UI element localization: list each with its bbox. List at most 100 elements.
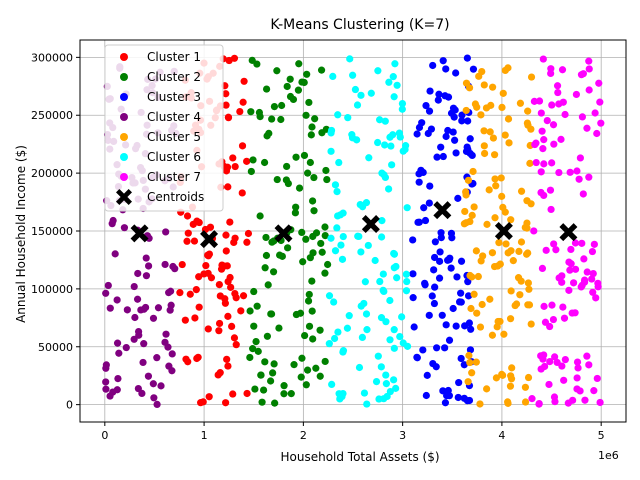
data-point — [250, 287, 258, 296]
data-point — [253, 60, 261, 68]
data-point — [222, 90, 230, 98]
data-point — [130, 282, 138, 291]
data-point — [498, 370, 506, 378]
data-point — [480, 81, 488, 89]
data-point — [565, 286, 573, 294]
data-point — [378, 169, 386, 177]
data-point — [566, 168, 574, 176]
data-point — [476, 323, 485, 331]
data-point — [145, 234, 153, 242]
data-point — [139, 358, 147, 367]
data-point — [149, 380, 157, 388]
data-point — [469, 65, 478, 73]
centroid-marker — [559, 223, 578, 242]
data-point — [302, 111, 310, 119]
data-point — [595, 79, 603, 87]
data-point — [572, 90, 581, 99]
data-point — [448, 234, 456, 242]
data-point — [362, 199, 371, 207]
data-point — [308, 197, 317, 205]
data-point — [262, 85, 271, 93]
data-point — [521, 398, 530, 406]
centroid-markers — [130, 201, 578, 249]
data-point — [390, 344, 398, 352]
data-point — [559, 98, 567, 106]
data-point — [321, 269, 329, 277]
data-point — [441, 399, 450, 407]
data-point — [398, 99, 407, 108]
data-point — [150, 394, 158, 402]
data-point — [465, 351, 473, 360]
data-point — [261, 358, 269, 366]
data-point — [181, 316, 189, 324]
data-point — [593, 374, 601, 383]
data-point — [571, 239, 580, 247]
data-point — [441, 344, 449, 352]
data-point — [574, 364, 582, 372]
data-point — [339, 348, 347, 356]
data-point — [275, 324, 283, 332]
data-point — [415, 218, 423, 226]
data-point — [357, 302, 365, 310]
data-point — [431, 238, 439, 246]
data-point — [457, 289, 465, 297]
legend-marker — [120, 73, 128, 81]
data-point — [553, 82, 562, 90]
x-tick-label: 5 — [598, 429, 605, 442]
data-point — [458, 117, 466, 125]
data-point — [532, 158, 540, 167]
data-point — [476, 400, 484, 408]
data-point — [162, 228, 170, 236]
data-point — [250, 322, 258, 330]
data-point — [538, 127, 546, 135]
data-point — [420, 204, 428, 212]
data-point — [473, 309, 481, 317]
data-point — [215, 319, 224, 328]
data-point — [425, 199, 433, 207]
data-point — [493, 323, 501, 331]
data-point — [391, 60, 399, 68]
data-point — [192, 286, 200, 294]
data-point — [390, 93, 398, 101]
data-point — [517, 238, 526, 246]
data-point — [590, 387, 598, 395]
data-point — [540, 160, 548, 168]
data-point — [539, 145, 547, 153]
data-point — [446, 254, 454, 262]
data-point — [216, 292, 224, 300]
data-point — [206, 223, 215, 231]
data-point — [585, 361, 593, 369]
data-point — [494, 262, 502, 270]
data-point — [495, 239, 503, 247]
data-point — [535, 400, 543, 408]
data-point — [309, 335, 317, 343]
data-point — [348, 131, 356, 139]
data-point — [425, 311, 433, 319]
data-point — [353, 136, 361, 144]
data-point — [549, 315, 558, 324]
data-point — [295, 184, 304, 192]
data-point — [232, 341, 240, 349]
data-point — [435, 274, 444, 282]
data-point — [546, 357, 554, 366]
data-point — [228, 322, 236, 330]
data-point — [592, 294, 600, 302]
data-point — [130, 335, 138, 343]
data-point — [258, 398, 266, 406]
data-point — [153, 354, 161, 362]
data-point — [249, 345, 257, 353]
data-point — [444, 126, 452, 135]
data-point — [417, 166, 425, 174]
data-point — [589, 269, 597, 278]
legend-label: Cluster 7 — [147, 170, 201, 184]
data-point — [588, 275, 596, 283]
centroid-marker — [200, 230, 219, 249]
x-tick-label: 2 — [300, 429, 307, 442]
data-point — [472, 247, 480, 255]
data-point — [306, 158, 314, 167]
data-point — [225, 56, 233, 65]
centroid-marker — [433, 201, 452, 220]
data-point — [140, 340, 148, 348]
data-point — [402, 270, 410, 278]
data-point — [491, 175, 499, 183]
